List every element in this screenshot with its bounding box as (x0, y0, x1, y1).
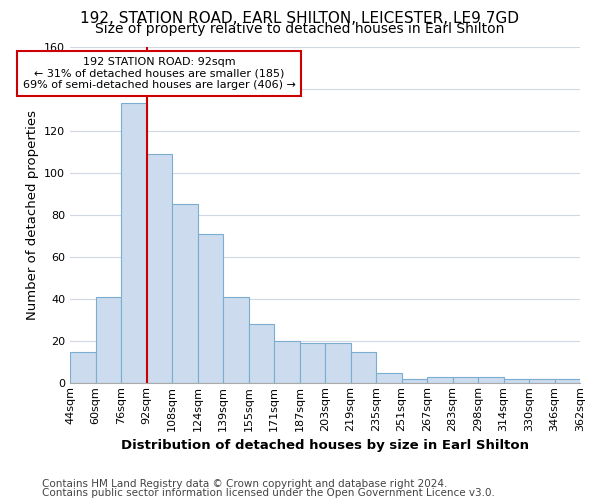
Bar (274, 341, 299, 384)
Bar (401, 379, 427, 384)
Bar (350, 352, 376, 384)
Bar (299, 344, 325, 384)
Text: 192, STATION ROAD, EARL SHILTON, LEICESTER, LE9 7GD: 192, STATION ROAD, EARL SHILTON, LEICEST… (80, 11, 520, 26)
Bar (478, 377, 503, 384)
Bar (427, 377, 452, 384)
Text: Contains public sector information licensed under the Open Government Licence v3: Contains public sector information licen… (42, 488, 495, 498)
Bar (452, 377, 478, 384)
Bar (376, 372, 401, 384)
Text: Contains HM Land Registry data © Crown copyright and database right 2024.: Contains HM Land Registry data © Crown c… (42, 479, 448, 489)
Bar (95, 297, 121, 384)
Bar (554, 379, 580, 384)
Bar (223, 297, 248, 384)
Text: 192 STATION ROAD: 92sqm
← 31% of detached houses are smaller (185)
69% of semi-d: 192 STATION ROAD: 92sqm ← 31% of detache… (23, 57, 296, 90)
Text: Size of property relative to detached houses in Earl Shilton: Size of property relative to detached ho… (95, 22, 505, 36)
Bar (121, 104, 146, 384)
Bar (146, 154, 172, 384)
Y-axis label: Number of detached properties: Number of detached properties (26, 110, 38, 320)
Bar (70, 352, 95, 384)
Bar (503, 379, 529, 384)
X-axis label: Distribution of detached houses by size in Earl Shilton: Distribution of detached houses by size … (121, 440, 529, 452)
Bar (248, 324, 274, 384)
Bar (172, 204, 197, 384)
Bar (529, 379, 554, 384)
Bar (197, 234, 223, 384)
Bar (325, 344, 350, 384)
